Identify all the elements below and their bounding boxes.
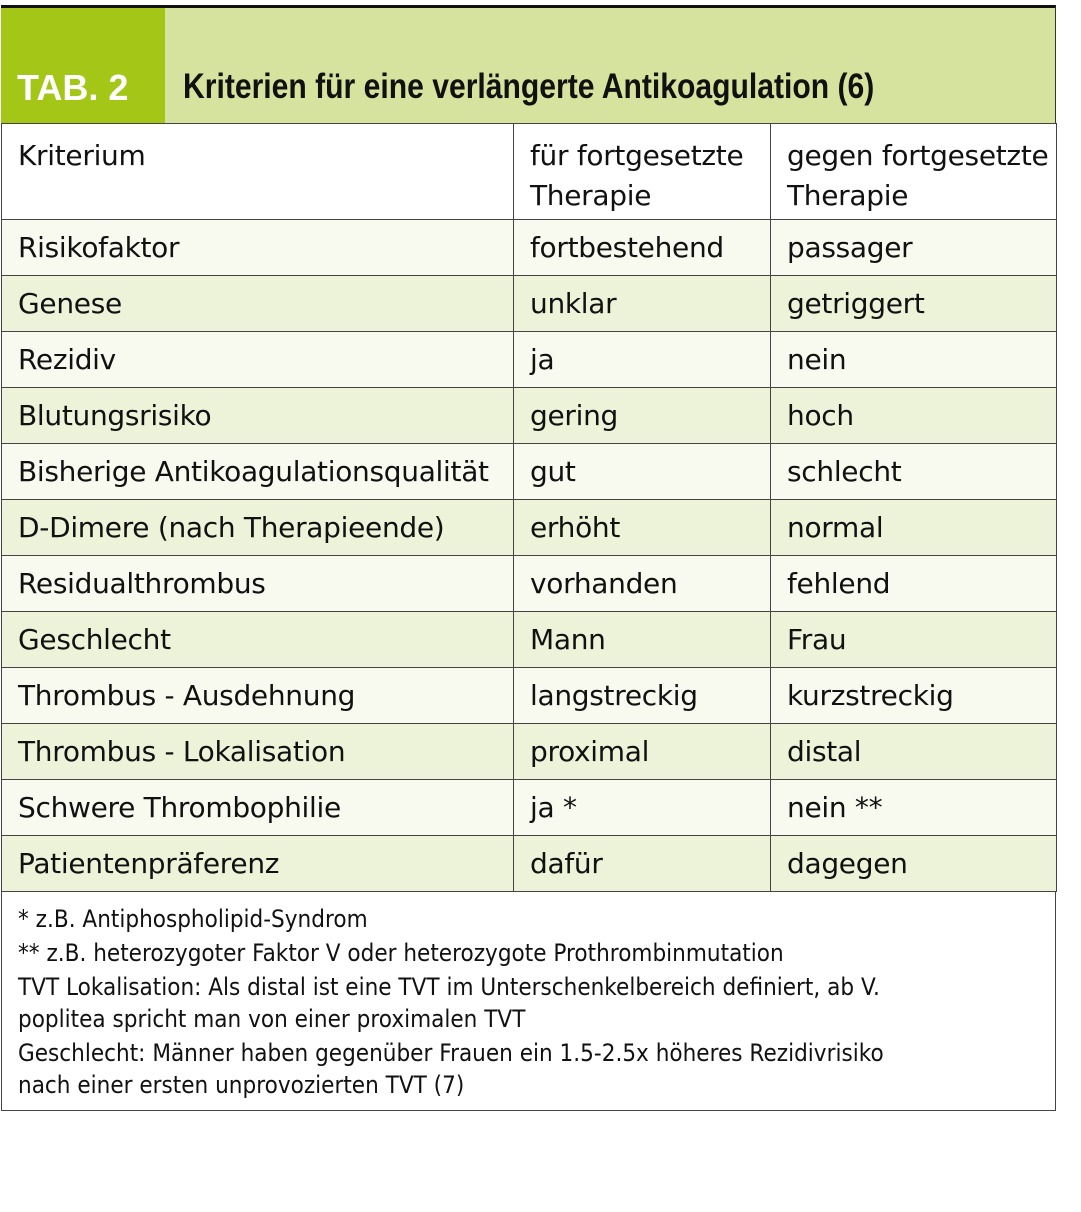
footnote-line: Geschlecht: Männer haben gegenüber Fraue… bbox=[18, 1039, 884, 1067]
table-row: Thrombus - Lokalisation proximal distal bbox=[1, 723, 1057, 780]
table-row: Schwere Thrombophilie ja * nein ** bbox=[1, 779, 1057, 836]
header-row: Kriterium für fortgesetzte Therapie gegen… bbox=[1, 123, 1057, 220]
footnotes: * z.B. Antiphospholipid-Syndrom ** z.B. h… bbox=[1, 892, 1056, 1111]
criteria-table: Kriterium für fortgesetzte Therapie gegen… bbox=[1, 123, 1057, 892]
cell-for: langstreckig bbox=[513, 667, 771, 724]
column-header-fuer: für fortgesetzte Therapie bbox=[513, 123, 771, 220]
cell-criterion: D-Dimere (nach Therapieende) bbox=[1, 499, 514, 556]
column-header-gegen: gegen fortgesetzte Therapie bbox=[770, 123, 1057, 220]
cell-against: Frau bbox=[770, 611, 1057, 668]
cell-for: fortbestehend bbox=[513, 219, 771, 276]
cell-for: ja * bbox=[513, 779, 771, 836]
cell-for: ja bbox=[513, 331, 771, 388]
cell-for: gering bbox=[513, 387, 771, 444]
cell-for: Mann bbox=[513, 611, 771, 668]
cell-against: hoch bbox=[770, 387, 1057, 444]
cell-for: unklar bbox=[513, 275, 771, 332]
cell-against: fehlend bbox=[770, 555, 1057, 612]
cell-criterion: Rezidiv bbox=[1, 331, 514, 388]
cell-against: dagegen bbox=[770, 835, 1057, 892]
table-row: Risikofaktor fortbestehend passager bbox=[1, 219, 1057, 276]
cell-against: nein bbox=[770, 331, 1057, 388]
footnote-line: ** z.B. heterozygoter Faktor V oder hete… bbox=[18, 939, 784, 967]
cell-for: proximal bbox=[513, 723, 771, 780]
footnote-line: TVT Lokalisation: Als distal ist eine TV… bbox=[18, 973, 880, 1001]
cell-for: vorhanden bbox=[513, 555, 771, 612]
cell-against: nein ** bbox=[770, 779, 1057, 836]
table-row: Genese unklar getriggert bbox=[1, 275, 1057, 332]
table-row: Bisherige Antikoagulationsqualität gut sch… bbox=[1, 443, 1057, 500]
cell-against: getriggert bbox=[770, 275, 1057, 332]
cell-against: normal bbox=[770, 499, 1057, 556]
cell-criterion: Blutungsrisiko bbox=[1, 387, 514, 444]
cell-for: gut bbox=[513, 443, 771, 500]
table-figure: TAB. 2 Kriterien für eine verlängerte An… bbox=[1, 5, 1057, 1111]
table-row: Rezidiv ja nein bbox=[1, 331, 1057, 388]
footnote-line: nach einer ersten unprovozierten TVT (7) bbox=[18, 1071, 465, 1099]
column-header-kriterium: Kriterium bbox=[1, 123, 514, 220]
cell-for: dafür bbox=[513, 835, 771, 892]
cell-criterion: Schwere Thrombophilie bbox=[1, 779, 514, 836]
table-title: Kriterien für eine verlängerte Antikoagu… bbox=[165, 8, 1055, 123]
table-row: Residualthrombus vorhanden fehlend bbox=[1, 555, 1057, 612]
cell-criterion: Risikofaktor bbox=[1, 219, 514, 276]
cell-for: erhöht bbox=[513, 499, 771, 556]
footnote-line: * z.B. Antiphospholipid-Syndrom bbox=[18, 905, 368, 933]
table-row: Patientenpräferenz dafür dagegen bbox=[1, 835, 1057, 892]
table-row: Blutungsrisiko gering hoch bbox=[1, 387, 1057, 444]
footnote-line: poplitea spricht man von einer proximale… bbox=[18, 1005, 526, 1033]
cell-criterion: Thrombus - Lokalisation bbox=[1, 723, 514, 780]
cell-criterion: Bisherige Antikoagulationsqualität bbox=[1, 443, 514, 500]
table-row: Thrombus - Ausdehnung langstreckig kurzstr… bbox=[1, 667, 1057, 724]
cell-criterion: Geschlecht bbox=[1, 611, 514, 668]
cell-against: kurzstreckig bbox=[770, 667, 1057, 724]
table-number: TAB. 2 bbox=[1, 8, 165, 123]
table-row: D-Dimere (nach Therapieende) erhöht normal bbox=[1, 499, 1057, 556]
cell-against: schlecht bbox=[770, 443, 1057, 500]
cell-against: passager bbox=[770, 219, 1057, 276]
cell-criterion: Patientenpräferenz bbox=[1, 835, 514, 892]
cell-against: distal bbox=[770, 723, 1057, 780]
cell-criterion: Genese bbox=[1, 275, 514, 332]
cell-criterion: Thrombus - Ausdehnung bbox=[1, 667, 514, 724]
table-header: TAB. 2 Kriterien für eine verlängerte An… bbox=[1, 5, 1056, 123]
table-row: Geschlecht Mann Frau bbox=[1, 611, 1057, 668]
cell-criterion: Residualthrombus bbox=[1, 555, 514, 612]
